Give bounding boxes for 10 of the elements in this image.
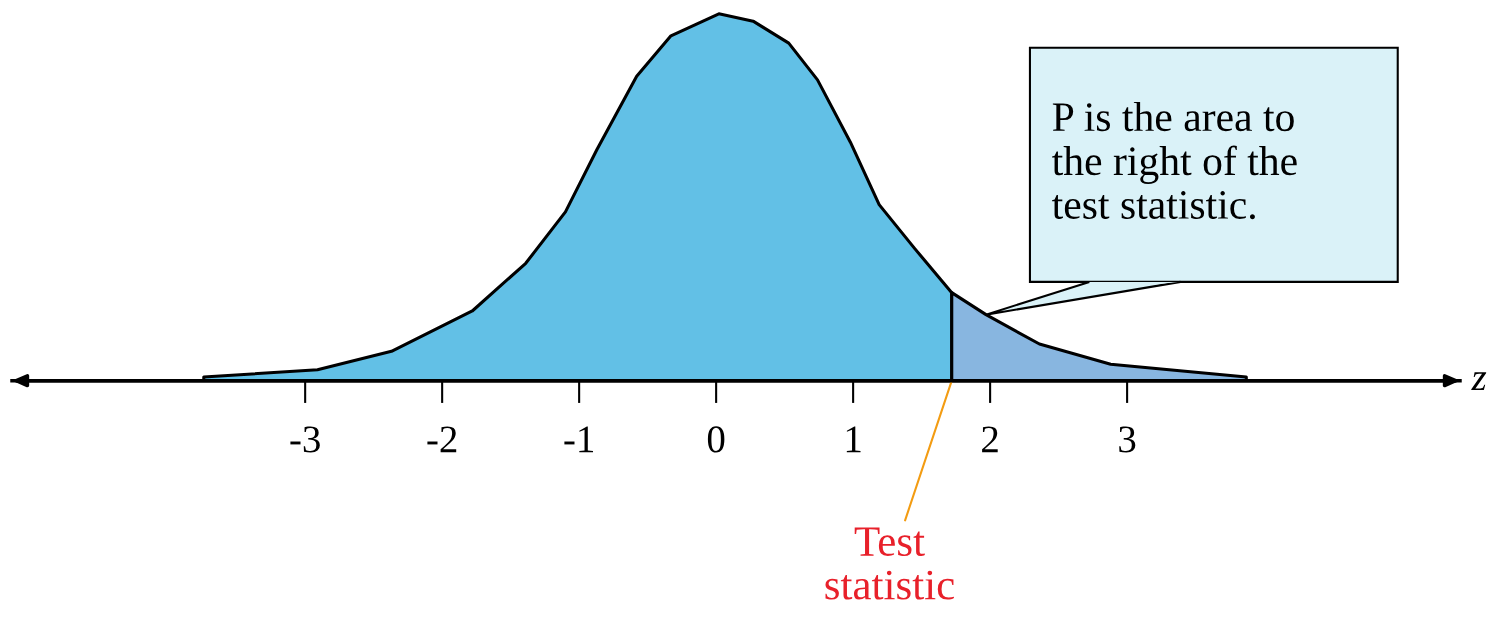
x-tick-label: -2 [427,426,457,453]
x-tick-label: 1 [846,426,861,453]
annotation: Test statistic [825,527,954,600]
x-tick-label: 3 [1119,426,1136,453]
x-tick-label: -3 [290,426,320,453]
x-tick-label: 0 [707,426,725,453]
x-tick-label: 2 [982,426,998,453]
annotation: P is the area to the right of the test statistic. [1052,101,1297,220]
x-axis-title: z [1471,372,1487,391]
x-tick-label: -1 [564,426,594,453]
